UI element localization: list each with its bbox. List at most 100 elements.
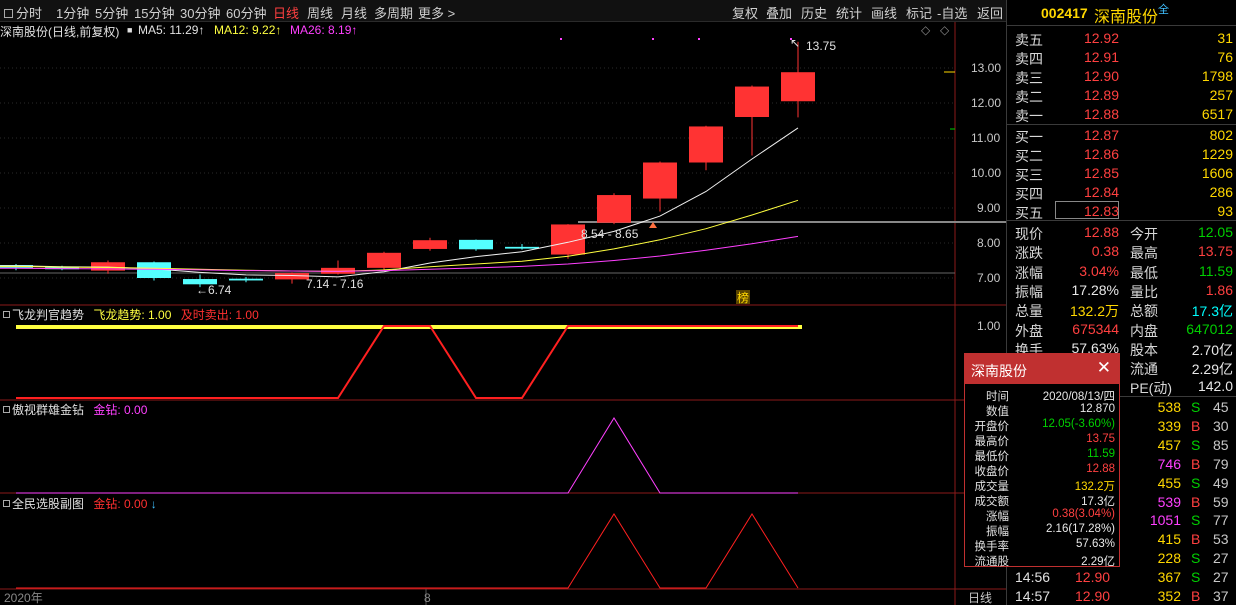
tick-row[interactable]: 339 B 30	[1007, 417, 1236, 436]
ask-row[interactable]: 卖四 12.91 76	[1007, 48, 1236, 67]
kline-chart[interactable]: 13.00 12.00 11.00 10.00 9.00 8.00 7.00 1…	[0, 0, 1006, 605]
diamond-icon[interactable]: ◇	[921, 23, 931, 37]
bid-price: 12.85	[1083, 165, 1119, 181]
tick-price: 12.90	[1075, 569, 1111, 586]
tick-row[interactable]: 228 S 27	[1007, 549, 1236, 568]
stat-value: 12.05	[1197, 224, 1233, 240]
divider	[1007, 396, 1236, 397]
candle	[367, 251, 401, 271]
popup-key: 最高价	[974, 436, 1010, 448]
tick-volume: 352	[1157, 588, 1181, 604]
candle	[0, 264, 33, 271]
bid-label: 买二	[1015, 148, 1043, 164]
ask-label: 卖五	[1015, 32, 1043, 48]
tick-volume: 228	[1157, 550, 1181, 567]
tick-row[interactable]: 1051 S 77	[1007, 511, 1236, 530]
back-button[interactable]: 返回	[977, 6, 1004, 21]
period-button-multi[interactable]: 多周期	[374, 6, 414, 21]
history-button[interactable]: 历史	[801, 6, 828, 21]
bid-row[interactable]: 买五 12.83 93	[1007, 202, 1236, 221]
ask-row[interactable]: 卖五 12.92 31	[1007, 29, 1236, 48]
bid-row[interactable]: 买四 12.84 286	[1007, 183, 1236, 202]
period-button-5min[interactable]: 5分钟	[95, 6, 129, 21]
stat-label: 现价	[1015, 226, 1043, 242]
stat-label: 流通	[1130, 361, 1158, 378]
period-button-30min[interactable]: 30分钟	[180, 6, 221, 21]
low-label: 6.74	[208, 283, 232, 297]
ask-row[interactable]: 卖二 12.89 257	[1007, 86, 1236, 105]
watchlist-button[interactable]: -自选	[937, 6, 968, 21]
fuquan-button[interactable]: 复权	[732, 6, 759, 21]
stat-row[interactable]: 外盘 675344 内盘 647012	[1007, 320, 1236, 339]
popup-value: 12.870	[1079, 403, 1115, 415]
period-button-weekly[interactable]: 周线	[307, 6, 334, 21]
stat-value: 13.75	[1197, 243, 1233, 260]
popup-value: 2.16(17.28%)	[1045, 523, 1115, 535]
candle-body	[689, 126, 723, 163]
tick-row[interactable]: 14:57 12.90 352 B 37	[1007, 587, 1236, 605]
diamond-icon[interactable]: ◇	[940, 23, 950, 37]
indicator-quanmin	[16, 513, 799, 589]
panel-title-feilong: 飞龙判官趋势 飞龙趋势: 1.00 及时卖出: 1.00	[0, 306, 259, 323]
stat-value: 1.86	[1205, 281, 1233, 298]
popup-row: 换手率 57.63%	[965, 538, 1119, 553]
bid-label: 买四	[1015, 186, 1043, 202]
indicator-aoshi	[16, 417, 798, 494]
period-button-1min[interactable]: 1分钟	[56, 6, 90, 21]
tick-row[interactable]: 455 S 49	[1007, 474, 1236, 493]
bid-price: 12.87	[1083, 127, 1119, 143]
stat-row[interactable]: 涨跌 0.38 最高 13.75	[1007, 242, 1236, 261]
bid-volume: 1229	[1201, 146, 1233, 162]
period-button-60min[interactable]: 60分钟	[226, 6, 267, 21]
tick-price: 12.90	[1075, 588, 1111, 604]
overlay-button[interactable]: 叠加	[766, 6, 793, 21]
stat-value: 17.3亿	[1191, 303, 1233, 320]
popup-value: 17.3亿	[1081, 496, 1115, 508]
stat-row[interactable]: 总量 132.2万 总额 17.3亿	[1007, 300, 1236, 319]
tick-count: 85	[1213, 436, 1229, 453]
period-button-fenshi[interactable]: 分时	[4, 3, 42, 22]
tick-row[interactable]: 539 B 59	[1007, 493, 1236, 512]
stat-row[interactable]: 流通 2.29亿	[1007, 358, 1236, 377]
period-button-15min[interactable]: 15分钟	[134, 6, 175, 21]
tick-direction: B	[1191, 455, 1201, 472]
ask-price: 12.90	[1083, 68, 1119, 84]
panel-value: 及时卖出: 1.00	[180, 308, 259, 322]
tick-row[interactable]: 538 S 45	[1007, 398, 1236, 417]
stat-row[interactable]: 现价 12.88 今开 12.05	[1007, 223, 1236, 242]
tick-count: 77	[1213, 512, 1229, 529]
stat-row[interactable]: PE(动) 142.0	[1007, 377, 1236, 396]
popup-value: 0.38(3.04%)	[1052, 508, 1115, 520]
ma-lines	[0, 127, 799, 278]
panel-value: 金钻: 0.00	[93, 403, 148, 417]
period-button-monthly[interactable]: 月线	[341, 6, 368, 21]
close-icon[interactable]: ✕	[1096, 358, 1111, 377]
mark-button[interactable]: 标记	[906, 6, 933, 21]
draw-line-button[interactable]: 画线	[871, 6, 898, 21]
tick-direction: B	[1191, 417, 1201, 434]
more-menu-button[interactable]: 更多 >	[418, 6, 456, 21]
ask-row[interactable]: 卖三 12.90 1798	[1007, 67, 1236, 86]
stat-row[interactable]: 振幅 17.28% 量比 1.86	[1007, 281, 1236, 300]
tick-count: 79	[1213, 455, 1229, 472]
ask-row[interactable]: 卖一 12.88 6517	[1007, 105, 1236, 124]
bid-volume: 802	[1209, 127, 1233, 143]
stat-row[interactable]: 涨幅 3.04% 最低 11.59	[1007, 262, 1236, 281]
panel-collapse-icon[interactable]	[3, 406, 10, 413]
candle	[413, 237, 447, 251]
tick-row[interactable]: 14:56 12.90 367 S 27	[1007, 568, 1236, 587]
bid-row[interactable]: 买一 12.87 802	[1007, 126, 1236, 145]
bid-row[interactable]: 买三 12.85 1606	[1007, 164, 1236, 183]
popup-row: 数值 12.870	[965, 403, 1119, 418]
panel-collapse-icon[interactable]	[3, 311, 10, 318]
panel-name: 傲视群雄金钻	[12, 403, 85, 417]
tick-row[interactable]: 415 B 53	[1007, 530, 1236, 549]
bid-row[interactable]: 买二 12.86 1229	[1007, 145, 1236, 164]
panel-value: 飞龙趋势: 1.00	[93, 308, 172, 322]
period-button-daily[interactable]: 日线	[273, 6, 300, 21]
tick-row[interactable]: 746 B 79	[1007, 455, 1236, 474]
stat-value: 11.59	[1199, 262, 1233, 279]
statistics-button[interactable]: 统计	[836, 6, 863, 21]
tick-row[interactable]: 457 S 85	[1007, 436, 1236, 455]
panel-collapse-icon[interactable]	[3, 500, 10, 507]
